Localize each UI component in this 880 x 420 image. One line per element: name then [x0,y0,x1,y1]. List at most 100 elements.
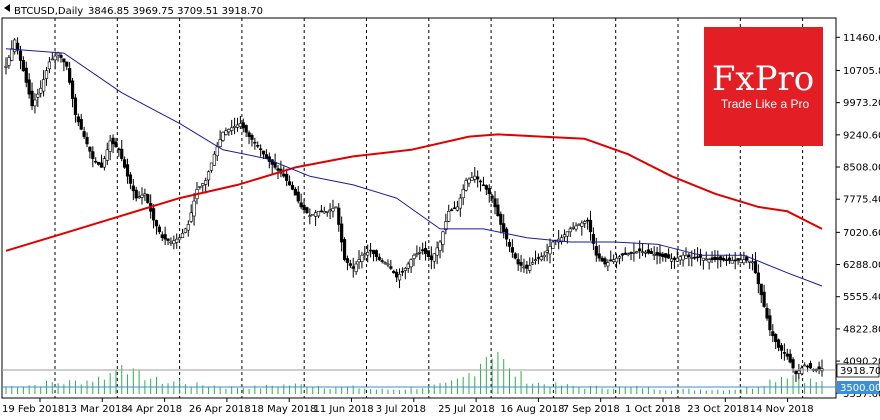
candle-body [522,266,526,269]
candle-body [716,257,720,260]
candle-body [157,226,161,233]
candle-body [76,116,80,123]
candle-body [183,228,188,233]
candle-body [24,67,28,83]
x-tick-label: 16 Aug 2018 [500,404,564,415]
candle-body [727,257,732,261]
candle-body [340,223,344,243]
candle-body [218,139,222,147]
candle-body [15,42,20,51]
candle-body [308,215,312,217]
candle-body [319,210,324,213]
candle-body [565,231,569,237]
candle-body [363,253,367,256]
candle-body [603,258,607,265]
candle-body [334,206,338,209]
candle-body [415,253,419,256]
candle-body [140,194,144,198]
candle-body [774,333,778,342]
candle-body [617,256,622,259]
candle-body [458,197,462,209]
candle-body [146,194,150,203]
candle-body [65,61,69,67]
candle-body [377,256,381,260]
candle-body [204,180,208,185]
candle-body [412,254,416,259]
fast-moving-average-line [5,48,823,287]
candle-body [441,231,445,245]
candle-body [366,251,370,256]
candle-body [591,234,596,244]
candle-body [447,210,451,222]
candle-body [719,256,723,261]
candle-body [722,258,726,261]
candle-body [91,151,95,159]
candle-body [623,252,627,255]
candle-body [655,252,659,256]
candle-body [247,132,251,137]
y-tick-label: 6288.00 [843,260,880,271]
candle-body [114,141,118,148]
candle-body [290,184,295,190]
candle-body [256,145,260,147]
candle-body [238,123,242,127]
candle-body [478,180,483,183]
y-tick-label: 11460.60 [843,33,880,44]
candle-body [733,259,737,262]
candle-body [461,189,465,199]
candle-body [548,246,552,255]
candle-body [678,256,682,261]
candle-body [337,207,341,225]
candle-body [635,251,639,254]
candle-body [707,259,711,263]
candle-body [519,261,523,266]
candle-body [357,259,361,263]
candle-body [348,263,352,266]
candle-body [189,212,193,222]
candle-body [808,363,813,369]
candle-body [455,206,460,211]
candle-body [597,253,601,259]
candle-body [111,137,115,145]
candle-body [583,221,587,224]
logo-tagline: Trade Like a Pro [721,97,810,111]
y-tick-label: 10705.80 [843,66,880,77]
x-tick-label: 7 Sep 2018 [563,404,620,415]
candle-body [345,258,350,263]
candle-body [753,261,758,274]
candle-body [759,283,763,296]
candle-body [354,263,358,272]
candle-body [102,158,106,168]
candle-body [502,223,506,233]
candle-body [652,254,656,256]
candle-body [756,272,760,285]
candle-body [730,260,734,264]
candle-body [305,207,309,214]
candle-body [261,150,266,155]
candle-body [395,271,399,278]
candle-body [82,131,86,137]
candle-body [785,353,789,357]
candle-body [47,61,52,70]
candle-body [481,184,486,187]
candle-body [125,164,130,177]
candle-body [180,232,185,239]
candle-body [423,248,428,255]
candle-body [748,260,752,263]
candle-body [192,200,196,217]
candle-body [400,270,405,273]
candle-body [230,127,234,131]
candle-body [79,119,83,130]
x-tick-label: 18 May 2018 [251,404,316,415]
y-tick-label: 9240.60 [843,130,880,141]
x-tick-label: 25 Jul 2018 [438,404,495,415]
y-axis: 11460.60 10705.80 9973.20 9240.60 8508.00 777… [836,33,880,400]
candle-body [160,234,164,238]
candle-body [701,257,705,261]
candle-body [241,122,245,129]
candle-body [533,259,538,262]
level-price-text: 3500.00 [840,383,880,394]
candle-body [299,202,303,208]
candle-body [464,180,468,191]
candle-body [638,248,642,252]
